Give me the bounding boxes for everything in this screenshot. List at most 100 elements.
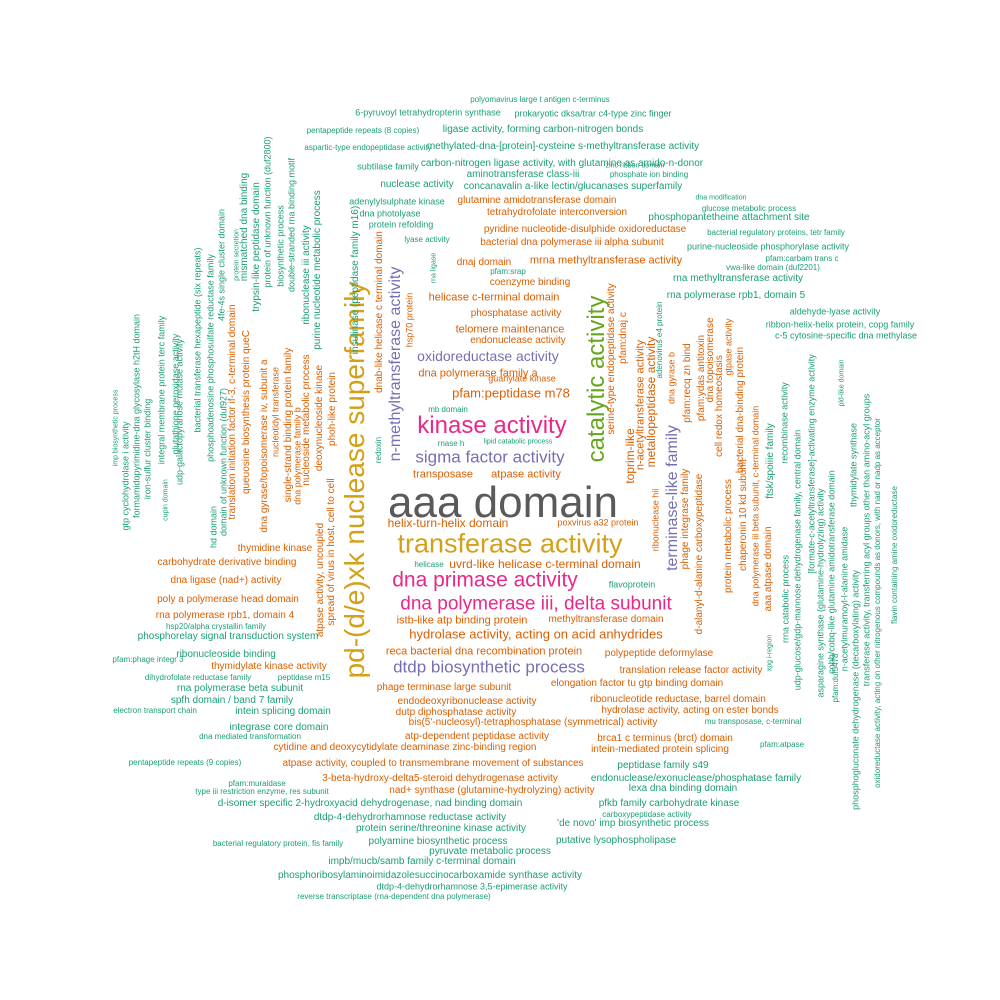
word: sigma factor activity xyxy=(415,447,565,467)
word: ribonuclease iii activity xyxy=(301,225,312,325)
word: rrna catabolic process xyxy=(780,554,791,644)
word: 3-beta-hydroxy-delta5-steroid dehydrogen… xyxy=(322,773,558,784)
word: pfkb family carbohydrate kinase xyxy=(598,798,740,809)
word: dna polymerase iii beta subunit, c-termi… xyxy=(750,405,761,607)
word: trypsin-like peptidase domain xyxy=(251,182,262,312)
word: carbohydrate derivative binding xyxy=(157,557,297,568)
word: transferase activity, transferring acyl … xyxy=(861,393,872,687)
word: dnab-like helicase c terminal domain xyxy=(374,231,385,393)
word: peptidase m15 xyxy=(277,673,331,682)
word: translation initiation factor if-3, c-te… xyxy=(227,304,238,520)
word: glucose metabolic process xyxy=(701,204,797,213)
word: queuosine biosynthesis protein queC xyxy=(241,330,252,494)
word: aldehyde-lyase activity xyxy=(789,306,881,317)
word: dnaj domain xyxy=(456,257,512,268)
word: rnase h xyxy=(437,439,465,448)
word: thymidine kinase xyxy=(237,543,313,554)
word: hsp20/alpha crystallin family xyxy=(165,622,267,631)
word: atpase activity xyxy=(491,468,561,481)
word: reverse transcriptase (rna-dependent dna… xyxy=(297,892,491,901)
word: bacterial regulatory protein, fis family xyxy=(212,839,344,848)
word: nucleoside metabolic process xyxy=(301,354,312,486)
word: helicase c-terminal domain xyxy=(428,291,560,304)
word: aspartic-type endopeptidase activity xyxy=(304,143,432,152)
word: putative lysophospholipase xyxy=(555,835,677,846)
word: methylated-dna-[protein]-cysteine s-meth… xyxy=(426,141,700,152)
word: phosphoribosylaminoimidazolesuccinocarbo… xyxy=(277,870,583,881)
word: endonuclease activity xyxy=(470,335,566,346)
word: polyomavirus large t antigen c-terminus xyxy=(470,95,610,104)
word: dna ligase (nad+) activity xyxy=(170,575,282,586)
word: atpase activity, coupled to transmembran… xyxy=(282,758,584,769)
word: purine nucleotide metabolic process xyxy=(312,190,323,350)
word: dna mediated transformation xyxy=(199,732,301,741)
word: nucleotidyl transferase xyxy=(270,366,281,458)
word: 4fe-4s single cluster domain xyxy=(216,208,227,322)
word: elongation factor tu gtp binding domain xyxy=(550,678,724,689)
word: mu transposase, c-terminal xyxy=(704,717,802,726)
word: adenovirus e4 protein xyxy=(655,301,664,379)
word: brca1 c terminus (brct) domain xyxy=(597,733,733,744)
word: polypeptide deformylase xyxy=(604,648,714,659)
word: ligase activity, forming carbon-nitrogen… xyxy=(442,124,644,135)
word: formamidopyrimidine-dna glycosylase h2tH… xyxy=(131,313,142,519)
word: gtpase activity xyxy=(723,318,734,376)
word: poly a polymerase head domain xyxy=(157,594,299,605)
word: protein serine/threonine kinase activity xyxy=(355,823,527,834)
word: dna gyrase b xyxy=(666,351,677,405)
word: ftsk/spoiiie family xyxy=(765,423,776,499)
word: bacterial regulatory proteins, tetr fami… xyxy=(707,228,845,237)
word: c-5 cytosine-specific dna methylase xyxy=(774,330,918,341)
word: carboxypeptidase activity xyxy=(602,810,692,819)
word: pentapeptide repeats (8 copies) xyxy=(306,126,420,135)
word: rna methyltransferase activity xyxy=(672,273,804,284)
word: dna polymerase family b xyxy=(292,407,303,505)
word: hd domain xyxy=(208,505,219,549)
word: asparagine synthase (glutamine-hydrolyzi… xyxy=(815,488,826,698)
word: n-methyltransferase activity xyxy=(387,266,404,462)
word: 6-pyruvoyl tetrahydropterin synthase xyxy=(355,107,501,118)
word: dihydrofolate reductase family xyxy=(144,673,252,682)
word: protein metabolic process xyxy=(723,479,734,593)
word: helicase xyxy=(414,560,444,569)
word: phosphoadenosine phosphosulfate reductas… xyxy=(205,254,216,462)
word: reca bacterial dna recombination protein xyxy=(385,645,583,658)
word: phosphopantetheine attachment site xyxy=(648,212,810,223)
word: polyamine biosynthetic process xyxy=(368,836,508,847)
word: phosphogluconate dehydrogenase (decarbox… xyxy=(850,570,861,810)
word: dna photolyase xyxy=(359,208,421,219)
word: dna polymerase iii, delta subunit xyxy=(400,593,672,615)
word: methyltransferase domain xyxy=(548,614,664,625)
word: phosphatase activity xyxy=(470,308,562,319)
word: guanylate kinase xyxy=(488,373,556,384)
word: tetrahydrofolate interconversion xyxy=(486,207,628,218)
word: d-alanyl-d-alanine carboxypeptidase xyxy=(694,473,705,635)
word: aaa domain xyxy=(388,478,618,527)
word: nad+ synthase (glutamine-hydrolyzing) ac… xyxy=(389,785,595,796)
word: ribbon-helix-helix protein, copg family xyxy=(765,319,915,330)
word: pfam:peptidase m78 xyxy=(452,385,570,401)
word: udp-galactopyranose mutase activity xyxy=(174,338,185,486)
word: helix-turn-helix domain xyxy=(387,516,509,530)
word: udp-glucose/gdp-mannose dehydrogenase fa… xyxy=(792,429,803,691)
word: phage integrase family xyxy=(680,468,691,570)
word: thymidylate synthase xyxy=(848,422,859,508)
word: oxidoreductase activity xyxy=(417,348,559,364)
word: atp-dependent peptidase activity xyxy=(405,731,549,742)
word: zinc ribbon domain xyxy=(605,162,665,170)
word: recombinase activity xyxy=(779,382,790,464)
word: electron transport chain xyxy=(113,706,197,715)
word: transferase activity xyxy=(397,528,623,559)
word: d-isomer specific 2-hydroxyacid dehydrog… xyxy=(217,798,523,809)
word: dna gyrase/topoisomerase iv, subunit a xyxy=(259,359,270,533)
word: dna polymerase family a xyxy=(418,367,538,380)
word: aminotransferase class-iii xyxy=(466,169,580,180)
word: endodeoxyribonuclease activity xyxy=(397,696,537,707)
word: adenylylsulphate kinase xyxy=(349,196,445,207)
word: ribonucleotide reductase, barrel domain xyxy=(590,694,766,705)
word: bacterial dna-binding protein xyxy=(735,346,746,474)
word: bis(5'-nucleosyl)-tetraphosphatase (symm… xyxy=(408,717,658,728)
word: pfam:srap xyxy=(490,267,526,276)
word: spread of virus in host, cell to cell xyxy=(326,478,337,626)
